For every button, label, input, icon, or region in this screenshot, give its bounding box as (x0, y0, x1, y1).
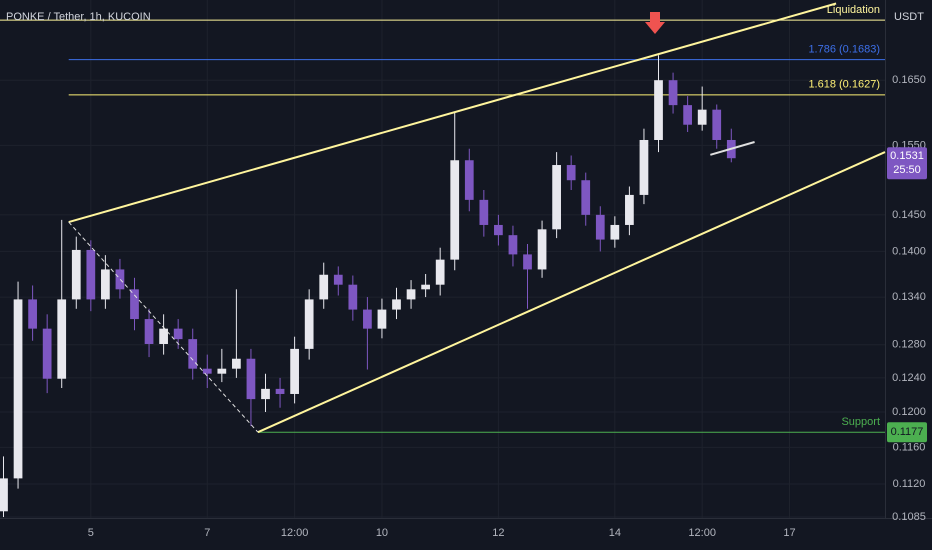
candle-body (537, 229, 547, 270)
level-label: 1.786 (0.1683) (808, 43, 880, 55)
last-price-badge (887, 147, 927, 180)
candle-body (333, 274, 343, 285)
y-tick-label: 0.1400 (892, 245, 926, 257)
x-tick-label: 10 (376, 527, 388, 539)
trend-line (68, 221, 259, 433)
candle-body (130, 289, 139, 320)
y-tick-label: 0.1200 (892, 406, 926, 418)
candle-body (173, 328, 183, 340)
candle-body (392, 299, 401, 310)
candle-body (712, 109, 722, 140)
level-label: Support (841, 416, 880, 428)
candle-body (57, 299, 67, 379)
candle-body (464, 160, 474, 200)
candle-body (581, 180, 591, 215)
candle-body (202, 368, 212, 374)
arrow-annotation (645, 12, 665, 34)
candle-body (290, 348, 299, 394)
x-tick-label: 17 (783, 527, 795, 539)
currency-label: USDT (894, 11, 924, 23)
price-badge (887, 422, 927, 443)
candle-body (101, 269, 110, 300)
x-tick-label: 7 (204, 527, 210, 539)
x-tick-label: 12:00 (688, 527, 716, 539)
candle-body (479, 199, 489, 225)
candle-body (115, 269, 125, 290)
candle-body (42, 328, 52, 379)
price-badge-label: 0.1177 (891, 426, 924, 438)
y-tick-label: 0.1085 (892, 511, 926, 523)
candle-body (86, 249, 96, 300)
candle-body (304, 299, 314, 349)
y-tick-label: 0.1120 (893, 478, 926, 490)
trend-line (257, 151, 886, 434)
candle-body (654, 80, 663, 140)
candle-body (566, 165, 576, 181)
candle-body (668, 80, 678, 106)
candle-body (450, 160, 460, 260)
chart-title: PONKE / Tether, 1h, KUCOIN (6, 11, 151, 23)
candle-body (232, 358, 241, 369)
candle-body (261, 388, 270, 400)
last-price-label: 0.1531 (890, 150, 924, 162)
y-tick-label: 0.1160 (893, 441, 926, 453)
y-tick-label: 0.1650 (892, 74, 926, 86)
y-tick-label: 0.1280 (892, 339, 926, 351)
candle-body (552, 165, 561, 230)
candle-body (435, 259, 445, 285)
x-tick-label: 14 (609, 527, 621, 539)
candle-body (523, 254, 532, 270)
candle-body (246, 358, 256, 400)
candle-body (625, 194, 634, 225)
level-label: Liquidation (827, 4, 880, 16)
candle-body (348, 284, 358, 310)
candle-body (13, 299, 23, 479)
y-tick-label: 0.1340 (892, 291, 926, 303)
candle-body (28, 299, 37, 329)
level-label: 1.618 (0.1627) (808, 79, 880, 91)
candle-body (595, 214, 605, 240)
y-tick-label: 0.1450 (892, 209, 926, 221)
trend-line (710, 141, 755, 156)
candle-body (610, 224, 620, 240)
price-axis: 0.16500.15500.14500.14000.13400.12800.12… (88, 74, 927, 539)
candle-body (159, 328, 168, 344)
candle-body (71, 249, 81, 300)
x-tick-label: 5 (88, 527, 94, 539)
y-tick-label: 0.1240 (892, 372, 926, 384)
candle-body (377, 309, 387, 329)
candle-body (683, 105, 692, 125)
candle-body (421, 284, 430, 290)
candle-body (217, 368, 227, 374)
x-tick-label: 12 (492, 527, 504, 539)
candle-body (188, 339, 198, 369)
candle-body (697, 109, 707, 125)
plot: Liquidation 1.786 (0.1683) 1.618 (0.1627) S… (0, 2, 886, 518)
trend-line (68, 2, 837, 224)
candle-body (319, 274, 329, 300)
candle-body (639, 139, 649, 195)
candle-body (494, 224, 503, 236)
candle-body (144, 319, 154, 344)
x-tick-label: 12:00 (281, 527, 309, 539)
candle-body (406, 289, 416, 300)
countdown-label: 25:50 (893, 164, 921, 176)
candle-body (275, 388, 285, 394)
candle-body (0, 478, 8, 512)
candle-body (363, 309, 372, 329)
candle-body (508, 235, 518, 255)
